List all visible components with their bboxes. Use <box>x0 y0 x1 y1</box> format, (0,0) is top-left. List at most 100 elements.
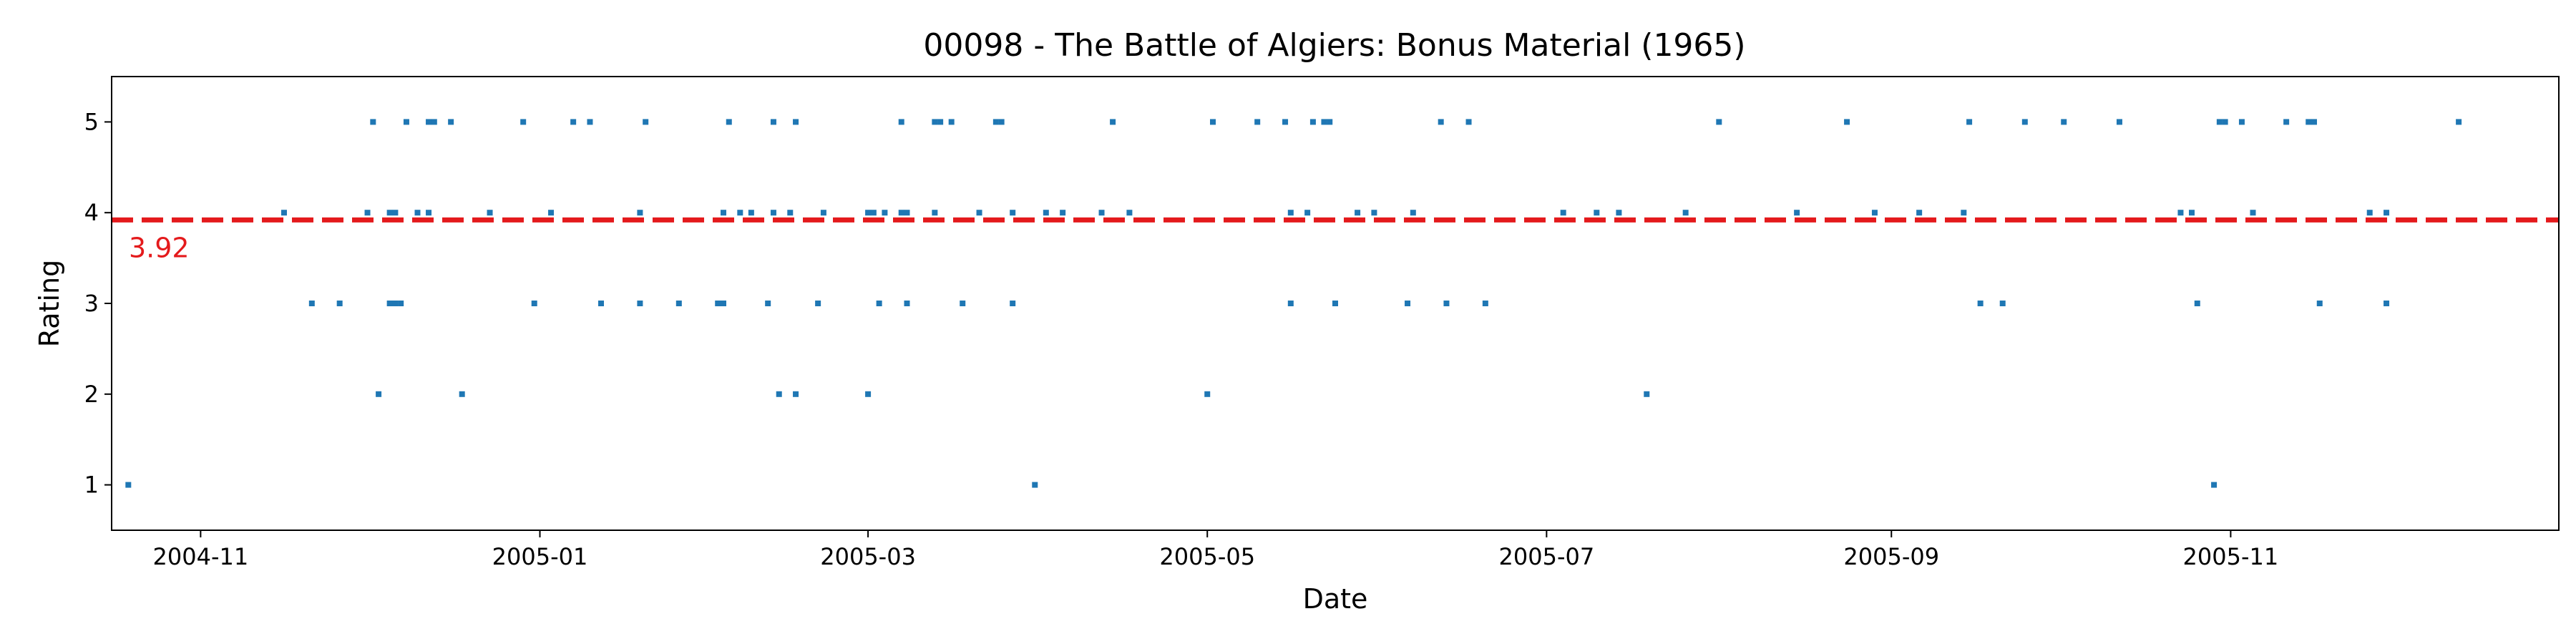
data-point <box>898 119 904 125</box>
data-point <box>487 210 493 216</box>
plot-area-frame <box>111 76 2560 531</box>
data-point <box>431 119 437 125</box>
data-point <box>2189 210 2195 216</box>
y-axis: 1 2 3 4 5 <box>84 108 112 499</box>
data-point <box>531 301 537 306</box>
data-point <box>426 119 432 125</box>
data-point <box>1794 210 1800 216</box>
data-point <box>426 210 432 216</box>
data-point <box>1961 210 1967 216</box>
data-point <box>765 301 771 306</box>
data-point <box>1321 119 1327 125</box>
data-point <box>1977 301 1984 306</box>
y-tick-label: 5 <box>84 108 99 135</box>
data-point <box>882 210 888 216</box>
data-point <box>770 210 776 216</box>
data-point <box>998 119 1005 125</box>
data-point <box>403 119 409 125</box>
data-point <box>370 119 376 125</box>
data-point <box>904 301 910 306</box>
data-point <box>637 301 643 306</box>
data-point <box>721 301 726 306</box>
x-tick-label: 2005-05 <box>1159 543 1255 570</box>
data-point <box>1410 210 1416 216</box>
data-point <box>2311 119 2317 125</box>
y-tick-label: 3 <box>84 290 99 317</box>
data-point <box>1443 301 1450 306</box>
data-point <box>876 301 882 306</box>
data-point <box>1844 119 1850 125</box>
data-point <box>386 210 393 216</box>
x-tick-label: 2005-03 <box>820 543 916 570</box>
data-point <box>1010 301 1016 306</box>
data-point <box>2250 210 2256 216</box>
mean-value-label: 3.92 <box>129 232 190 263</box>
data-point <box>125 482 132 488</box>
data-point <box>2238 119 2245 125</box>
data-point <box>1126 210 1133 216</box>
y-tick-label: 4 <box>84 199 99 226</box>
data-point <box>448 119 454 125</box>
data-point <box>2216 119 2223 125</box>
data-point <box>976 210 982 216</box>
data-point <box>587 119 593 125</box>
data-point <box>1355 210 1361 216</box>
data-point <box>1594 210 1600 216</box>
data-point <box>308 301 315 306</box>
data-point <box>815 301 821 306</box>
data-point <box>770 119 776 125</box>
data-point <box>2194 301 2200 306</box>
data-point <box>1682 210 1689 216</box>
data-point <box>2283 119 2290 125</box>
y-axis-label: Rating <box>34 260 65 348</box>
data-point <box>1560 210 1566 216</box>
data-point <box>715 301 721 306</box>
data-point <box>1287 210 1294 216</box>
data-point <box>376 391 382 397</box>
data-point <box>1204 391 1211 397</box>
data-point <box>398 301 404 306</box>
data-point <box>675 301 682 306</box>
data-point <box>787 210 794 216</box>
data-point <box>2306 119 2312 125</box>
x-tick-label: 2005-07 <box>1499 543 1595 570</box>
data-point <box>793 391 799 397</box>
data-point <box>2177 210 2184 216</box>
data-point <box>570 119 577 125</box>
data-point <box>2021 119 2028 125</box>
data-point <box>932 210 938 216</box>
data-point <box>2211 482 2218 488</box>
data-point <box>1254 119 1261 125</box>
data-point <box>960 301 966 306</box>
data-point <box>932 119 938 125</box>
data-point <box>737 210 743 216</box>
data-point <box>1304 210 1311 216</box>
data-point <box>1644 391 1650 397</box>
mean-line-group: 3.92 <box>112 217 2559 263</box>
data-point <box>1043 210 1049 216</box>
data-point <box>2456 119 2462 125</box>
data-point <box>793 119 799 125</box>
data-point <box>643 119 649 125</box>
x-tick-label: 2005-09 <box>1843 543 1939 570</box>
data-point <box>1309 119 1316 125</box>
data-point <box>392 301 399 306</box>
data-point <box>1871 210 1878 216</box>
data-point <box>1616 210 1622 216</box>
data-point <box>1098 210 1105 216</box>
data-point <box>386 301 393 306</box>
y-tick-label: 1 <box>84 472 99 499</box>
y-tick-label: 2 <box>84 381 99 408</box>
data-point <box>1332 301 1338 306</box>
data-point <box>726 119 732 125</box>
data-point <box>1110 119 1116 125</box>
data-points <box>125 119 2462 488</box>
data-point <box>280 210 287 216</box>
data-point <box>414 210 421 216</box>
data-point <box>1438 119 1444 125</box>
data-point <box>548 210 555 216</box>
data-point <box>904 210 910 216</box>
x-tick-label: 2005-11 <box>2183 543 2279 570</box>
data-point <box>1716 119 1722 125</box>
